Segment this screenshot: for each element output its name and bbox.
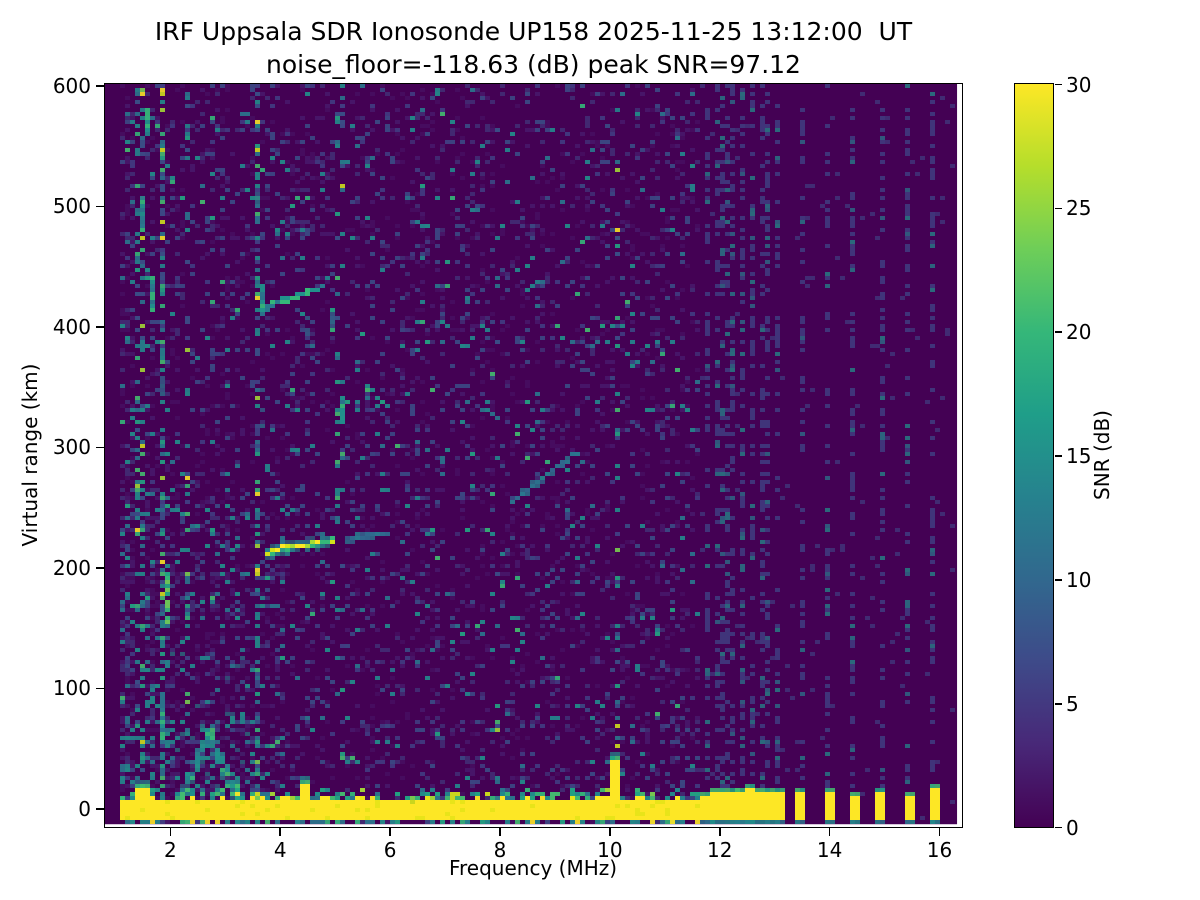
x-tick-mark: [499, 827, 501, 836]
colorbar-tick-mark: [1054, 826, 1062, 829]
y-tick-mark: [96, 567, 104, 569]
y-tick-mark: [96, 205, 104, 208]
y-tick-label: 0: [78, 796, 91, 821]
y-tick-label: 400: [52, 314, 91, 339]
colorbar-tick-label: 20: [1066, 320, 1092, 345]
x-tick-label: 10: [597, 838, 623, 862]
y-tick-mark: [96, 85, 104, 87]
y-tick-label: 200: [52, 555, 91, 580]
y-tick-mark: [96, 808, 104, 810]
colorbar-tick-label: 25: [1066, 196, 1092, 221]
colorbar-tick-mark: [1054, 455, 1062, 457]
colorbar-gradient: [1015, 84, 1053, 827]
colorbar-tick-label: 30: [1066, 72, 1092, 97]
x-tick-label: 16: [926, 838, 953, 862]
colorbar-tick-mark: [1054, 331, 1062, 334]
ionogram-heatmap-canvas: [105, 84, 962, 827]
colorbar-tick-mark: [1054, 702, 1062, 705]
x-tick-label: 4: [273, 838, 287, 862]
plot-area: [104, 83, 963, 828]
x-tick-mark: [169, 827, 172, 836]
x-tick-label: 12: [707, 838, 733, 862]
x-tick-mark: [389, 827, 391, 836]
colorbar-tick-label: 0: [1066, 815, 1079, 840]
colorbar-tick-mark: [1054, 579, 1062, 581]
y-tick-mark: [96, 446, 104, 449]
x-tick-mark: [279, 827, 282, 836]
y-tick-label: 300: [52, 435, 91, 460]
x-tick-mark: [828, 827, 831, 836]
chart-subtitle: noise_floor=-118.63 (dB) peak SNR=97.12: [266, 50, 801, 79]
y-tick-mark: [96, 687, 104, 690]
x-tick-label: 6: [383, 838, 397, 862]
y-axis-label: Virtual range (km): [18, 363, 42, 547]
colorbar-label: SNR (dB): [1090, 410, 1114, 500]
colorbar-tick-mark: [1054, 83, 1062, 86]
colorbar: [1014, 83, 1054, 828]
y-tick-label: 500: [52, 194, 91, 219]
colorbar-tick-mark: [1054, 207, 1062, 210]
x-tick-label: 14: [816, 838, 843, 862]
x-tick-mark: [609, 827, 611, 836]
x-tick-mark: [718, 827, 721, 836]
x-tick-label: 8: [493, 838, 507, 862]
chart-title: IRF Uppsala SDR Ionosonde UP158 2025-11-…: [154, 17, 913, 46]
x-tick-label: 2: [164, 838, 177, 862]
y-tick-mark: [96, 326, 104, 328]
colorbar-tick-label: 15: [1066, 444, 1092, 469]
x-axis-label: Frequency (MHz): [448, 856, 618, 880]
colorbar-tick-label: 5: [1066, 691, 1079, 716]
colorbar-tick-label: 10: [1066, 567, 1092, 592]
x-tick-mark: [938, 827, 941, 836]
y-tick-label: 100: [52, 676, 91, 701]
y-tick-label: 600: [52, 73, 91, 98]
